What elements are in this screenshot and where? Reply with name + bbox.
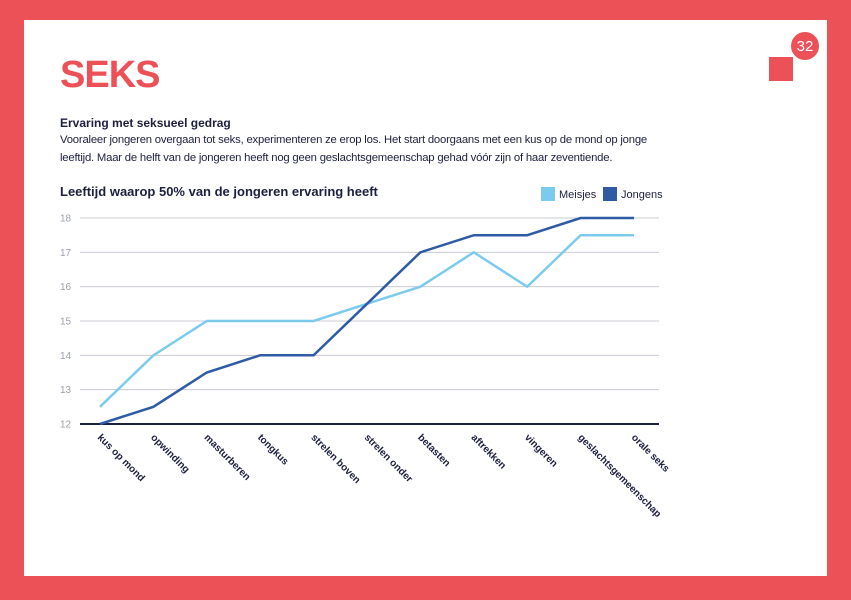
legend-label-meisjes: Meisjes	[559, 189, 597, 201]
intro-section: Ervaring met seksueel gedrag Vooraleer j…	[60, 116, 680, 167]
page-card	[24, 20, 827, 576]
y-tick-label: 14	[60, 351, 72, 362]
chart-grid	[80, 217, 659, 425]
x-tick-label: aftrekken	[469, 432, 508, 471]
chart-title: Leeftijd waarop 50% van de jongeren erva…	[60, 184, 378, 199]
x-tick-label: kus op mond	[95, 432, 147, 484]
series-line-jongens	[99, 216, 634, 426]
legend-swatch-meisjes	[541, 187, 555, 201]
intro-text: Vooraleer jongeren overgaan tot seks, ex…	[60, 134, 648, 164]
x-axis: kus op mond opwinding masturberen tongkus st…	[95, 432, 672, 520]
page-number: 32	[789, 30, 821, 62]
x-tick-label: orale seks	[629, 432, 672, 475]
x-tick-label: masturberen	[202, 432, 253, 483]
x-tick-label: tongkus	[255, 432, 291, 468]
y-axis: 12 13 14 15 16 17 18	[60, 214, 72, 431]
y-tick-label: 12	[60, 420, 72, 431]
y-tick-label: 17	[60, 248, 72, 259]
legend-swatch-jongens	[603, 187, 617, 201]
x-tick-label: strelen boven	[308, 432, 362, 486]
x-tick-label: opwinding	[148, 432, 191, 475]
y-tick-label: 15	[60, 317, 72, 328]
chart-legend: Meisjes Jongens	[541, 187, 663, 201]
x-tick-label: strelen onder	[362, 432, 415, 485]
page-badge-square	[769, 57, 793, 81]
y-tick-label: 13	[60, 385, 72, 396]
intro-heading: Ervaring met seksueel gedrag	[60, 116, 231, 130]
y-tick-label: 16	[60, 282, 72, 293]
x-tick-label: vingeren	[522, 432, 559, 469]
legend-label-jongens: Jongens	[621, 189, 663, 201]
chart-series	[99, 216, 634, 426]
x-tick-label: betasten	[415, 432, 452, 469]
page-title: SEKS	[60, 54, 160, 96]
y-tick-label: 18	[60, 214, 72, 225]
